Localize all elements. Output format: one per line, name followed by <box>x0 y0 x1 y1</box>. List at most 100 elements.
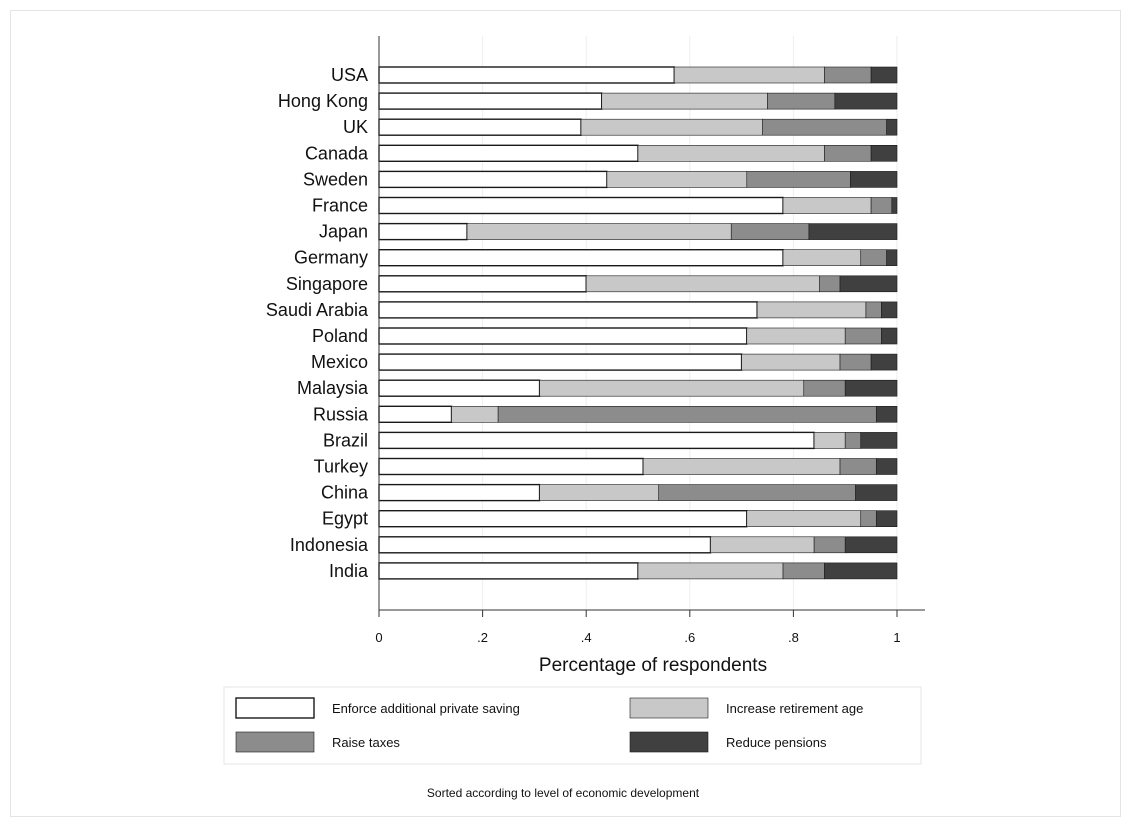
category-label: India <box>329 561 369 581</box>
bar-india-series-0 <box>378 562 639 580</box>
category-label: Mexico <box>311 352 368 372</box>
bar-brazil-series-3 <box>860 432 898 449</box>
bar-russia-series-2 <box>497 405 877 423</box>
bar-indonesia-series-2 <box>813 536 846 554</box>
category-label: Malaysia <box>297 378 369 398</box>
bar-france-series-1 <box>782 197 872 214</box>
bar-hong-kong-series-2 <box>767 92 836 110</box>
bar-indonesia-series-1 <box>710 536 815 554</box>
bar-usa-series-0 <box>378 66 675 84</box>
bar-egypt-series-3 <box>875 510 898 528</box>
bar-china-series-3 <box>855 484 898 501</box>
bar-japan-series-3 <box>808 223 898 240</box>
bar-singapore-series-2 <box>818 275 841 293</box>
x-axis-title: Percentage of respondents <box>539 655 767 676</box>
bar-russia-series-3 <box>875 405 898 423</box>
bar-turkey-series-0 <box>378 457 644 476</box>
legend-swatch-3 <box>629 731 709 753</box>
bar-sweden-series-2 <box>746 171 851 188</box>
bar-usa-series-1 <box>673 66 825 84</box>
category-label: Poland <box>312 326 368 346</box>
bar-turkey-series-2 <box>839 458 877 475</box>
x-tick-label: 1 <box>893 630 900 645</box>
bar-egypt-series-1 <box>746 510 862 528</box>
bar-saudi-arabia-series-3 <box>881 301 898 319</box>
bar-brazil-series-1 <box>813 432 846 449</box>
bar-egypt-series-2 <box>860 510 877 528</box>
bar-china-series-1 <box>539 484 660 501</box>
bar-france-series-0 <box>378 196 784 215</box>
category-label: France <box>312 196 368 216</box>
bar-uk-series-0 <box>378 118 582 136</box>
axes <box>378 36 925 611</box>
bar-germany-series-1 <box>782 249 862 266</box>
legend: Enforce additional private saving Increas… <box>223 686 922 765</box>
bar-sweden-series-1 <box>606 171 748 188</box>
bar-poland-series-0 <box>378 327 748 345</box>
category-label: Germany <box>294 248 368 268</box>
bar-malaysia-series-2 <box>803 379 846 397</box>
category-label: Brazil <box>323 430 368 450</box>
x-tick-label: 0 <box>375 630 382 645</box>
bar-france-series-2 <box>870 197 893 214</box>
bar-china-series-0 <box>378 483 541 502</box>
bar-india-series-2 <box>782 562 825 580</box>
legend-label-2: Raise taxes <box>332 735 400 750</box>
bar-malaysia-series-1 <box>539 379 805 397</box>
bar-germany-series-3 <box>886 249 898 266</box>
x-tick-labels: 0 .2 .4 .6 .8 1 <box>375 610 901 645</box>
category-label: Saudi Arabia <box>266 300 369 320</box>
bar-usa-series-2 <box>824 66 872 84</box>
x-tick-label: .6 <box>684 630 695 645</box>
category-label: Egypt <box>322 509 368 529</box>
bar-mexico-series-2 <box>839 353 872 371</box>
bar-canada-series-1 <box>637 145 825 162</box>
bar-mexico-series-3 <box>870 353 898 371</box>
category-label: China <box>321 483 369 503</box>
bar-france-series-3 <box>891 197 898 214</box>
bar-sweden-series-3 <box>850 171 898 188</box>
bar-indonesia-series-3 <box>844 536 898 554</box>
category-label: Russia <box>313 404 369 424</box>
bar-japan-series-0 <box>378 222 468 241</box>
bar-hong-kong-series-3 <box>834 92 898 110</box>
category-label: Sweden <box>303 169 368 189</box>
bar-china-series-2 <box>658 484 856 501</box>
bar-india-series-3 <box>824 562 898 580</box>
bar-uk-series-3 <box>886 118 898 136</box>
x-tick-label: .2 <box>477 630 488 645</box>
bar-singapore-series-0 <box>378 275 587 293</box>
bar-egypt-series-0 <box>378 510 748 528</box>
bar-canada-series-0 <box>378 144 639 163</box>
bar-poland-series-2 <box>844 327 882 345</box>
bar-uk-series-1 <box>580 118 763 136</box>
bar-hong-kong-series-0 <box>378 92 603 110</box>
category-label: Indonesia <box>290 535 369 555</box>
category-label: Singapore <box>286 274 368 294</box>
bar-india-series-1 <box>637 562 784 580</box>
bars <box>378 66 898 580</box>
bar-hong-kong-series-1 <box>601 92 768 110</box>
bar-germany-series-0 <box>378 248 784 267</box>
bar-russia-series-1 <box>451 405 499 423</box>
category-label: Japan <box>319 222 368 242</box>
bar-japan-series-1 <box>466 223 732 240</box>
bar-poland-series-1 <box>746 327 846 345</box>
bar-indonesia-series-0 <box>378 536 712 554</box>
legend-label-1: Increase retirement age <box>726 701 863 716</box>
bar-singapore-series-1 <box>585 275 820 293</box>
bar-uk-series-2 <box>762 118 887 136</box>
bar-canada-series-3 <box>870 145 898 162</box>
bar-singapore-series-3 <box>839 275 898 293</box>
bar-canada-series-2 <box>824 145 872 162</box>
bar-saudi-arabia-series-2 <box>865 301 882 319</box>
bar-usa-series-3 <box>870 66 898 84</box>
bar-sweden-series-0 <box>378 170 608 189</box>
bar-brazil-series-2 <box>844 432 862 449</box>
chart-note: Sorted according to level of economic de… <box>427 786 700 800</box>
bar-turkey-series-1 <box>642 458 841 475</box>
bar-japan-series-2 <box>730 223 810 240</box>
legend-label-0: Enforce additional private saving <box>332 701 520 716</box>
